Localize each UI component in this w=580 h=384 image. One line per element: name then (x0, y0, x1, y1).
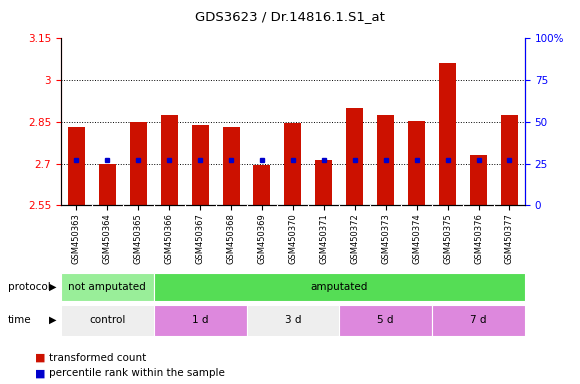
Text: ▶: ▶ (49, 282, 56, 292)
Bar (154, 305, 246, 336)
Text: ▶: ▶ (49, 315, 56, 325)
Bar (246, 305, 339, 336)
Bar (61, 305, 154, 336)
Text: amputated: amputated (311, 282, 368, 292)
Bar (191, 125, 209, 205)
Bar (432, 305, 525, 336)
Bar (99, 164, 116, 205)
Bar (408, 121, 425, 205)
Text: time: time (8, 315, 31, 325)
Text: percentile rank within the sample: percentile rank within the sample (49, 368, 225, 378)
Text: 5 d: 5 d (378, 315, 394, 325)
Text: not amputated: not amputated (68, 282, 146, 292)
Text: 3 d: 3 d (285, 315, 301, 325)
Bar (130, 122, 147, 205)
Text: protocol: protocol (8, 282, 50, 292)
Text: 7 d: 7 d (470, 315, 487, 325)
Bar (284, 123, 302, 205)
Bar (377, 115, 394, 205)
Bar (501, 115, 518, 205)
Bar (154, 273, 525, 301)
Bar (253, 165, 270, 205)
Text: control: control (89, 315, 125, 325)
Text: transformed count: transformed count (49, 353, 147, 363)
Bar (339, 305, 432, 336)
Bar (439, 63, 456, 205)
Bar (470, 155, 487, 205)
Bar (161, 115, 177, 205)
Text: GDS3623 / Dr.14816.1.S1_at: GDS3623 / Dr.14816.1.S1_at (195, 10, 385, 23)
Bar (223, 127, 240, 205)
Bar (346, 108, 363, 205)
Bar (316, 159, 332, 205)
Text: ■: ■ (35, 353, 45, 363)
Bar (68, 127, 85, 205)
Bar (61, 273, 154, 301)
Text: 1 d: 1 d (192, 315, 208, 325)
Text: ■: ■ (35, 368, 45, 378)
